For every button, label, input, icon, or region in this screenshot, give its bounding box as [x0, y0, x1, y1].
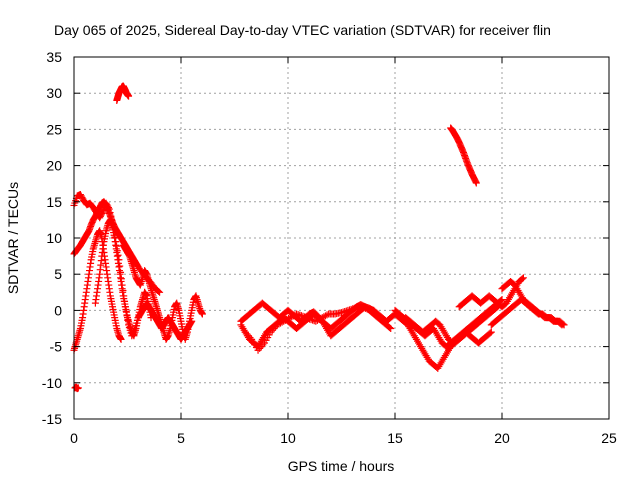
- data-point: [472, 179, 480, 187]
- data-point: [156, 288, 164, 296]
- series-arc-c: [70, 227, 125, 354]
- data-point: [558, 321, 566, 329]
- data-point: [486, 329, 494, 337]
- data-point: [498, 296, 506, 304]
- data-point: [125, 92, 133, 100]
- series-arc-q: [498, 277, 566, 329]
- data-point: [323, 311, 331, 319]
- y-tick-label: 0: [54, 302, 62, 318]
- data-point: [386, 324, 394, 332]
- data-point: [519, 274, 527, 282]
- x-tick-label: 25: [601, 430, 617, 446]
- series-arc-e: [119, 241, 206, 343]
- y-tick-label: 30: [46, 85, 62, 101]
- data-point: [299, 312, 307, 320]
- data-point: [117, 335, 125, 343]
- x-tick-label: 15: [387, 430, 403, 446]
- series-arc-n: [402, 314, 495, 347]
- y-tick-label: 15: [46, 194, 62, 210]
- y-tick-label: 10: [46, 230, 62, 246]
- y-tick-label: 35: [46, 49, 62, 65]
- series-arc-h: [71, 383, 82, 393]
- series-arc-f: [134, 299, 196, 343]
- x-axis-title: GPS time / hours: [288, 458, 395, 474]
- data-point: [370, 306, 378, 314]
- x-tick-label: 10: [280, 430, 296, 446]
- data-point: [188, 317, 196, 325]
- data-points: [70, 82, 568, 393]
- y-tick-label: 5: [54, 266, 62, 282]
- data-point: [155, 287, 163, 295]
- x-tick-label: 20: [494, 430, 510, 446]
- y-axis-title: SDTVAR / TECUs: [5, 182, 21, 294]
- data-point: [304, 314, 312, 322]
- y-tick-label: 25: [46, 121, 62, 137]
- data-point: [301, 313, 309, 321]
- data-point: [487, 328, 495, 336]
- data-point: [74, 384, 82, 392]
- data-point: [198, 310, 206, 318]
- y-tick-label: -15: [42, 411, 62, 427]
- x-tick-label: 5: [177, 430, 185, 446]
- y-tick-label: -5: [50, 339, 63, 355]
- y-tick-label: -10: [42, 375, 62, 391]
- series-arc-j: [237, 299, 399, 340]
- data-point: [557, 320, 565, 328]
- chart-title: Day 065 of 2025, Sidereal Day-to-day VTE…: [54, 22, 551, 38]
- grid: [74, 57, 609, 419]
- series-arc-r: [447, 124, 480, 187]
- x-tick-label: 0: [70, 430, 78, 446]
- data-point: [387, 325, 395, 332]
- data-point: [518, 275, 526, 283]
- data-point: [302, 314, 310, 322]
- series-arc-o: [455, 274, 527, 311]
- y-tick-label: 20: [46, 158, 62, 174]
- series-arc-k: [241, 303, 378, 354]
- axis-ticks: 0 5 10 15 20 25 -15 -10 -5 0 5 10 15 20 25 30 35: [42, 49, 617, 446]
- series-arc-g: [113, 82, 133, 104]
